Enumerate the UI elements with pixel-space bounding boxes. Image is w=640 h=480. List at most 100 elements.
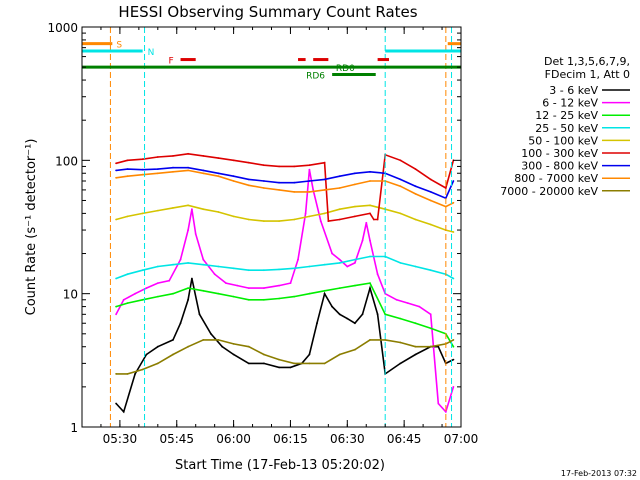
- series-point-4-2: [141, 212, 144, 215]
- series-point-3-4: [172, 263, 174, 266]
- y-tick-label-2: 100: [55, 154, 78, 168]
- series-point-1-20: [308, 168, 311, 171]
- series-point-6-4: [172, 166, 174, 169]
- series-point-8-21: [429, 345, 432, 348]
- legend: Det 1,3,5,6,7,9,FDecim 1, Att 0 3 - 6 keV…: [500, 55, 630, 198]
- series-point-7-19: [399, 185, 402, 188]
- series-point-2-15: [338, 287, 341, 289]
- series-point-1-27: [361, 239, 364, 242]
- series-point-0-29: [399, 362, 402, 365]
- series-point-1-19: [304, 212, 307, 215]
- series-point-8-2: [141, 368, 144, 371]
- series-point-0-34: [452, 358, 455, 361]
- series-point-3-5: [187, 262, 190, 264]
- flag-label-1: N: [148, 48, 155, 58]
- series-point-8-12: [293, 362, 296, 365]
- series-point-6-21: [429, 191, 432, 193]
- series-point-5-22: [399, 159, 402, 162]
- y-tick-label-0: 1: [70, 421, 78, 435]
- footer-timestamp: 17-Feb-2013 07:32: [561, 469, 637, 478]
- series-point-0-12: [232, 353, 235, 356]
- series-point-0-19: [316, 322, 318, 325]
- series-line-2: [115, 282, 455, 348]
- series-point-8-0: [115, 373, 117, 375]
- series-point-6-0: [115, 169, 117, 172]
- series-point-4-12: [293, 218, 296, 221]
- x-tick-label-1: 05:45: [159, 432, 194, 446]
- series-point-3-0: [115, 277, 117, 280]
- series-point-3-10: [263, 269, 265, 272]
- series-point-0-20: [323, 292, 326, 295]
- series-point-2-4: [172, 292, 174, 295]
- series-point-3-6: [202, 263, 205, 266]
- series-point-6-6: [202, 169, 205, 172]
- series-point-0-18: [308, 353, 311, 356]
- series-point-2-9: [247, 298, 250, 301]
- series-point-3-3: [156, 265, 159, 268]
- legend-label-3: 25 - 50 keV: [535, 122, 598, 135]
- series-point-8-14: [323, 362, 326, 365]
- legend-label-4: 50 - 100 keV: [528, 134, 598, 147]
- flag-bars: S N F RD0 RD6: [82, 41, 461, 82]
- series-point-1-10: [202, 258, 205, 261]
- series-point-2-17: [369, 282, 371, 284]
- series-point-5-18: [369, 212, 371, 215]
- series-point-6-14: [323, 178, 326, 181]
- series-point-0-14: [263, 362, 265, 365]
- legend-header-0: Det 1,3,5,6,7,9,: [544, 55, 630, 68]
- series-point-6-15: [338, 175, 341, 178]
- series-point-6-12: [293, 181, 296, 184]
- series-point-4-5: [187, 204, 190, 207]
- series-point-1-6: [179, 258, 182, 261]
- series-point-5-20: [376, 218, 379, 221]
- series-point-7-10: [263, 187, 265, 189]
- series-point-6-17: [369, 170, 371, 173]
- series-point-2-3: [156, 295, 159, 298]
- series-point-7-8: [232, 180, 235, 182]
- series-point-3-20: [414, 265, 417, 268]
- series-point-3-17: [369, 255, 371, 258]
- series-point-8-7: [217, 339, 220, 341]
- series-point-1-37: [444, 410, 447, 413]
- series-point-3-1: [126, 273, 129, 276]
- series-point-6-5: [187, 166, 190, 169]
- series-point-6-2: [141, 168, 144, 171]
- series-point-4-7: [217, 211, 220, 213]
- series-point-5-1: [126, 159, 129, 162]
- series-point-6-9: [247, 178, 250, 181]
- x-tick-label-5: 06:45: [387, 432, 422, 446]
- legend-label-0: 3 - 6 keV: [549, 84, 598, 97]
- series-point-8-19: [399, 341, 402, 344]
- series-point-1-9: [194, 233, 197, 235]
- series-line-3: [115, 255, 454, 280]
- series-point-1-28: [365, 221, 368, 224]
- series-point-5-11: [278, 165, 280, 168]
- chart-title: HESSI Observing Summary Count Rates: [118, 3, 417, 21]
- series-point-4-1: [126, 215, 129, 218]
- series-point-4-19: [399, 212, 402, 215]
- series-point-4-16: [354, 205, 356, 208]
- legend-label-1: 6 - 12 keV: [542, 97, 598, 110]
- series-point-0-25: [361, 313, 364, 316]
- series-point-1-13: [236, 284, 239, 287]
- x-tick-label-0: 05:30: [103, 432, 138, 446]
- series-point-5-2: [141, 158, 144, 161]
- series-point-2-23: [452, 345, 455, 348]
- series-point-6-19: [399, 178, 402, 181]
- series-point-6-3: [156, 168, 159, 171]
- series-point-0-8: [191, 277, 193, 280]
- series-point-7-9: [247, 184, 250, 187]
- series-point-5-5: [187, 152, 190, 155]
- series-point-1-18: [297, 258, 299, 261]
- series-point-0-30: [414, 353, 417, 356]
- series-point-8-18: [384, 339, 387, 341]
- y-tick-label-1: 10: [63, 288, 78, 302]
- series-point-5-16: [338, 218, 341, 221]
- series-point-7-23: [452, 201, 455, 204]
- series-point-4-11: [278, 220, 280, 223]
- series-point-0-13: [247, 362, 250, 365]
- series-layer: [115, 152, 455, 414]
- series-point-0-32: [437, 345, 440, 348]
- series-point-1-7: [187, 229, 190, 232]
- series-point-1-24: [338, 258, 341, 261]
